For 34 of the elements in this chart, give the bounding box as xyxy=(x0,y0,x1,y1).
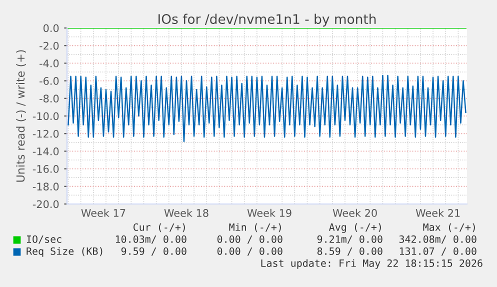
y-tick-label: -16.0 xyxy=(32,165,59,173)
text: Min (-/+) xyxy=(229,223,281,232)
y-tick-label: -20.0 xyxy=(32,200,59,208)
y-tick-label: -14.0 xyxy=(32,147,59,156)
y-tick-label: -12.0 xyxy=(32,130,59,138)
y-axis-title: Units read (-) / write (+) xyxy=(16,50,26,182)
x-tick-label: Week 20 xyxy=(332,208,377,217)
text: 8.59 / 0.00 xyxy=(317,247,382,256)
y-tick-label: -6.0 xyxy=(40,77,59,85)
text: 9.21m/ 0.00 xyxy=(317,235,382,244)
x-tick-label: Week 21 xyxy=(416,208,460,217)
text: 9.59 / 0.00 xyxy=(121,247,186,256)
text: 131.07 / 0.00 xyxy=(400,247,476,256)
y-tick-label: -18.0 xyxy=(32,182,59,191)
text: 10.03m/ 0.00 xyxy=(116,235,186,244)
text: 0.00 / 0.00 xyxy=(217,235,282,244)
y-tick-label: -2.0 xyxy=(40,42,59,50)
x-tick-label: Week 19 xyxy=(247,208,292,217)
y-tick-label: -10.0 xyxy=(32,112,59,120)
legend-label: Req Size (KB) xyxy=(26,247,102,257)
text: 342.08m/ 0.00 xyxy=(399,235,476,244)
x-tick-label: Week 18 xyxy=(164,208,208,217)
y-tick-label: -8.0 xyxy=(40,94,59,103)
line-series xyxy=(68,74,466,142)
y-tick-label: 0.0 xyxy=(43,24,59,32)
text: Last update: Fri May 22 18:15:15 2026 xyxy=(261,259,482,269)
text: Max (-/+) xyxy=(423,223,475,232)
chart-title: IOs for /dev/nvme1n1 - by month xyxy=(158,14,376,27)
text: 0.00 / 0.00 xyxy=(217,247,282,256)
y-tick-label: -4.0 xyxy=(40,59,59,68)
x-tick-label: Week 17 xyxy=(81,208,126,217)
text: Cur (-/+) xyxy=(133,223,185,232)
text: Avg (-/+) xyxy=(329,223,381,233)
legend-label: IO/sec xyxy=(26,235,62,244)
